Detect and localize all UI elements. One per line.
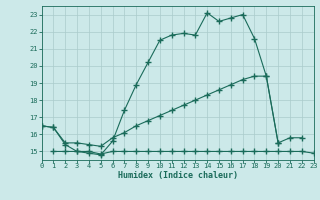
X-axis label: Humidex (Indice chaleur): Humidex (Indice chaleur) — [118, 171, 237, 180]
